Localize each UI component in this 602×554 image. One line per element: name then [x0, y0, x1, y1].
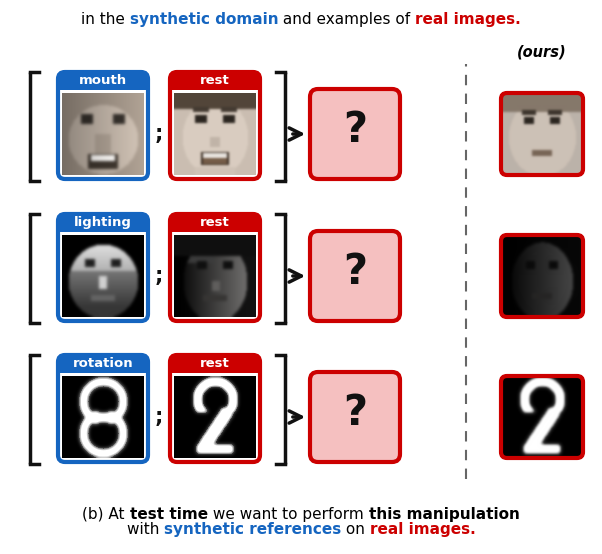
FancyBboxPatch shape: [170, 71, 260, 90]
Text: real images.: real images.: [370, 521, 476, 537]
FancyBboxPatch shape: [310, 89, 400, 179]
Text: in the: in the: [81, 12, 129, 28]
Text: ?: ?: [343, 109, 367, 151]
FancyBboxPatch shape: [58, 71, 148, 90]
Text: rest: rest: [200, 74, 230, 87]
Text: rest: rest: [200, 216, 230, 229]
Text: rotation: rotation: [73, 357, 133, 370]
Text: ;: ;: [155, 124, 163, 144]
Text: real images.: real images.: [415, 12, 521, 28]
Text: and examples of: and examples of: [278, 12, 415, 28]
FancyBboxPatch shape: [58, 213, 148, 232]
Text: we want to perform: we want to perform: [208, 506, 368, 522]
Text: with: with: [126, 521, 164, 537]
Text: ;: ;: [155, 266, 163, 286]
Text: rest: rest: [200, 357, 230, 370]
Text: on: on: [341, 521, 370, 537]
FancyBboxPatch shape: [310, 372, 400, 462]
FancyBboxPatch shape: [170, 354, 260, 373]
FancyBboxPatch shape: [170, 213, 260, 232]
Text: mouth: mouth: [79, 74, 127, 87]
Text: this manipulation: this manipulation: [368, 506, 520, 522]
Text: synthetic domain: synthetic domain: [129, 12, 278, 28]
Text: ;: ;: [155, 407, 163, 427]
FancyBboxPatch shape: [58, 354, 148, 373]
Text: test time: test time: [130, 506, 208, 522]
Text: ?: ?: [343, 392, 367, 434]
Text: ?: ?: [343, 251, 367, 293]
Text: (ours): (ours): [517, 44, 567, 59]
Text: lighting: lighting: [74, 216, 132, 229]
Text: synthetic references: synthetic references: [164, 521, 341, 537]
FancyBboxPatch shape: [310, 231, 400, 321]
Text: (b) At: (b) At: [82, 506, 130, 522]
